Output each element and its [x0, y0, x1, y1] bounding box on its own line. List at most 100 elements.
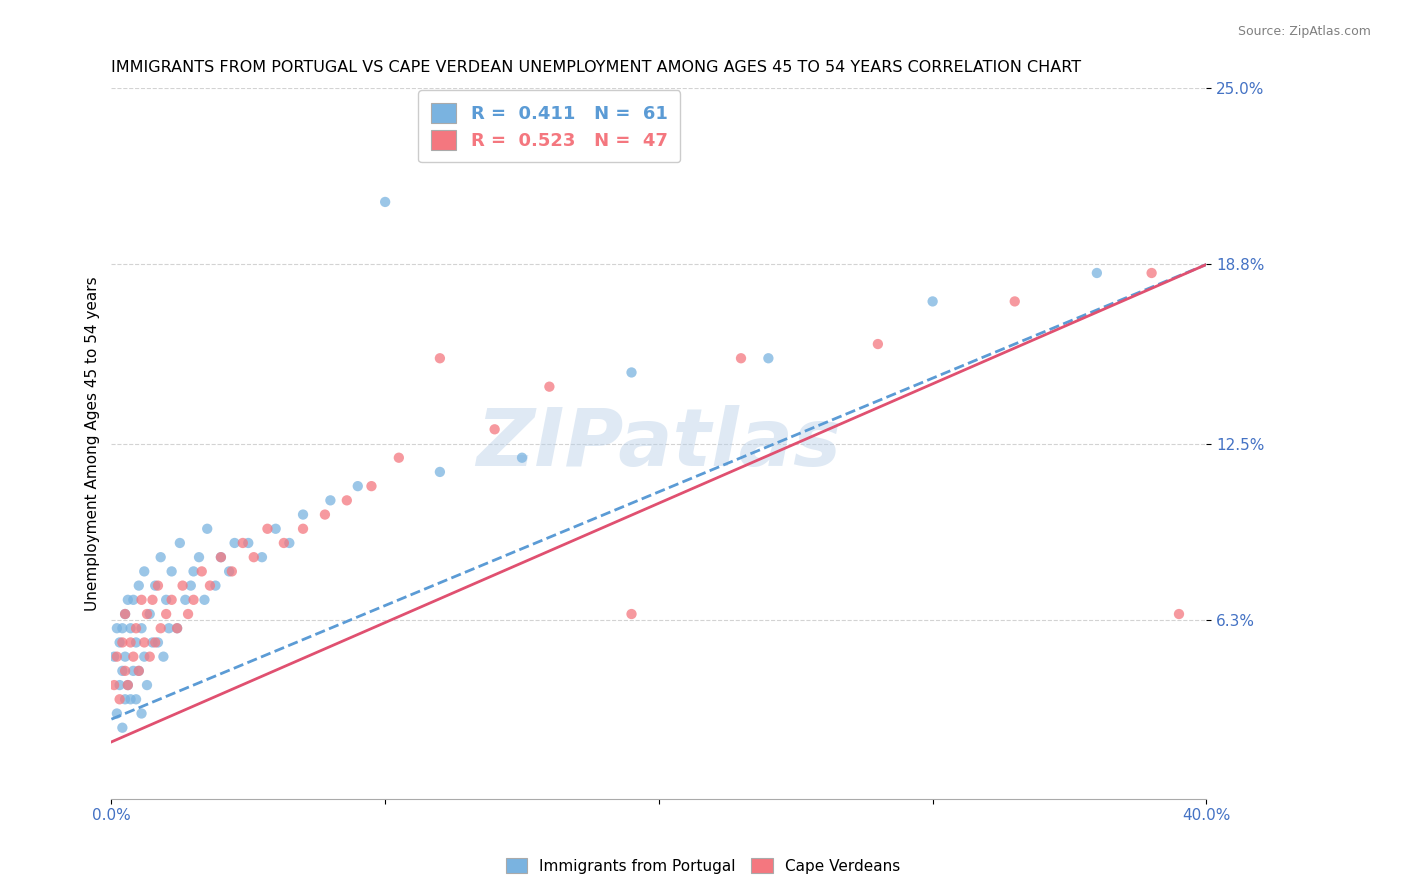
Point: [866, 337, 889, 351]
Point: [114, 692, 136, 706]
Point: [538, 379, 561, 393]
Point: [166, 621, 188, 635]
Point: [232, 536, 254, 550]
Point: [336, 493, 359, 508]
Point: [1140, 266, 1163, 280]
Point: [114, 607, 136, 621]
Point: [120, 635, 142, 649]
Point: [131, 592, 153, 607]
Point: [117, 678, 139, 692]
Point: [117, 592, 139, 607]
Point: [360, 479, 382, 493]
Point: [183, 592, 205, 607]
Point: [1168, 607, 1191, 621]
Point: [111, 621, 134, 635]
Point: [160, 565, 183, 579]
Point: [172, 579, 194, 593]
Point: [125, 635, 148, 649]
Point: [143, 635, 166, 649]
Point: [758, 351, 780, 366]
Point: [1085, 266, 1108, 280]
Point: [141, 635, 163, 649]
Legend: Immigrants from Portugal, Cape Verdeans: Immigrants from Portugal, Cape Verdeans: [499, 852, 907, 880]
Point: [730, 351, 752, 366]
Point: [141, 592, 163, 607]
Point: [114, 607, 136, 621]
Point: [484, 422, 506, 436]
Point: [131, 706, 153, 721]
Point: [114, 649, 136, 664]
Point: [209, 550, 232, 565]
Point: [921, 294, 943, 309]
Point: [152, 649, 174, 664]
Point: [114, 664, 136, 678]
Point: [143, 579, 166, 593]
Text: IMMIGRANTS FROM PORTUGAL VS CAPE VERDEAN UNEMPLOYMENT AMONG AGES 45 TO 54 YEARS : IMMIGRANTS FROM PORTUGAL VS CAPE VERDEAN…: [111, 60, 1081, 75]
Point: [188, 550, 211, 565]
Point: [149, 550, 172, 565]
Point: [346, 479, 368, 493]
Point: [136, 678, 159, 692]
Point: [250, 550, 273, 565]
Point: [314, 508, 336, 522]
Point: [146, 635, 169, 649]
Point: [204, 579, 226, 593]
Point: [620, 366, 643, 380]
Point: [125, 621, 148, 635]
Point: [620, 607, 643, 621]
Point: [138, 649, 160, 664]
Point: [128, 664, 150, 678]
Point: [146, 579, 169, 593]
Point: [103, 678, 125, 692]
Point: [157, 621, 180, 635]
Point: [319, 493, 342, 508]
Point: [134, 649, 156, 664]
Point: [238, 536, 260, 550]
Point: [155, 607, 177, 621]
Point: [169, 536, 191, 550]
Point: [195, 522, 218, 536]
Point: [177, 607, 200, 621]
Point: [193, 592, 215, 607]
Text: Source: ZipAtlas.com: Source: ZipAtlas.com: [1237, 25, 1371, 38]
Point: [429, 351, 451, 366]
Point: [388, 450, 411, 465]
Point: [108, 678, 131, 692]
Point: [218, 565, 240, 579]
Point: [224, 536, 246, 550]
Point: [180, 579, 202, 593]
Point: [103, 649, 125, 664]
Point: [134, 635, 156, 649]
Point: [125, 692, 148, 706]
Point: [108, 692, 131, 706]
Point: [117, 678, 139, 692]
Point: [166, 621, 188, 635]
Point: [292, 522, 315, 536]
Point: [429, 465, 451, 479]
Point: [120, 692, 142, 706]
Point: [128, 664, 150, 678]
Point: [108, 635, 131, 649]
Point: [122, 649, 145, 664]
Point: [174, 592, 197, 607]
Point: [1004, 294, 1026, 309]
Point: [134, 565, 156, 579]
Point: [190, 565, 212, 579]
Point: [105, 706, 128, 721]
Point: [209, 550, 232, 565]
Point: [105, 621, 128, 635]
Point: [264, 522, 287, 536]
Point: [136, 607, 159, 621]
Point: [155, 592, 177, 607]
Point: [122, 592, 145, 607]
Point: [160, 592, 183, 607]
Point: [221, 565, 243, 579]
Point: [510, 450, 533, 465]
Point: [149, 621, 172, 635]
Point: [198, 579, 221, 593]
Point: [111, 635, 134, 649]
Point: [273, 536, 295, 550]
Point: [122, 664, 145, 678]
Point: [138, 607, 160, 621]
Y-axis label: Unemployment Among Ages 45 to 54 years: Unemployment Among Ages 45 to 54 years: [86, 277, 100, 611]
